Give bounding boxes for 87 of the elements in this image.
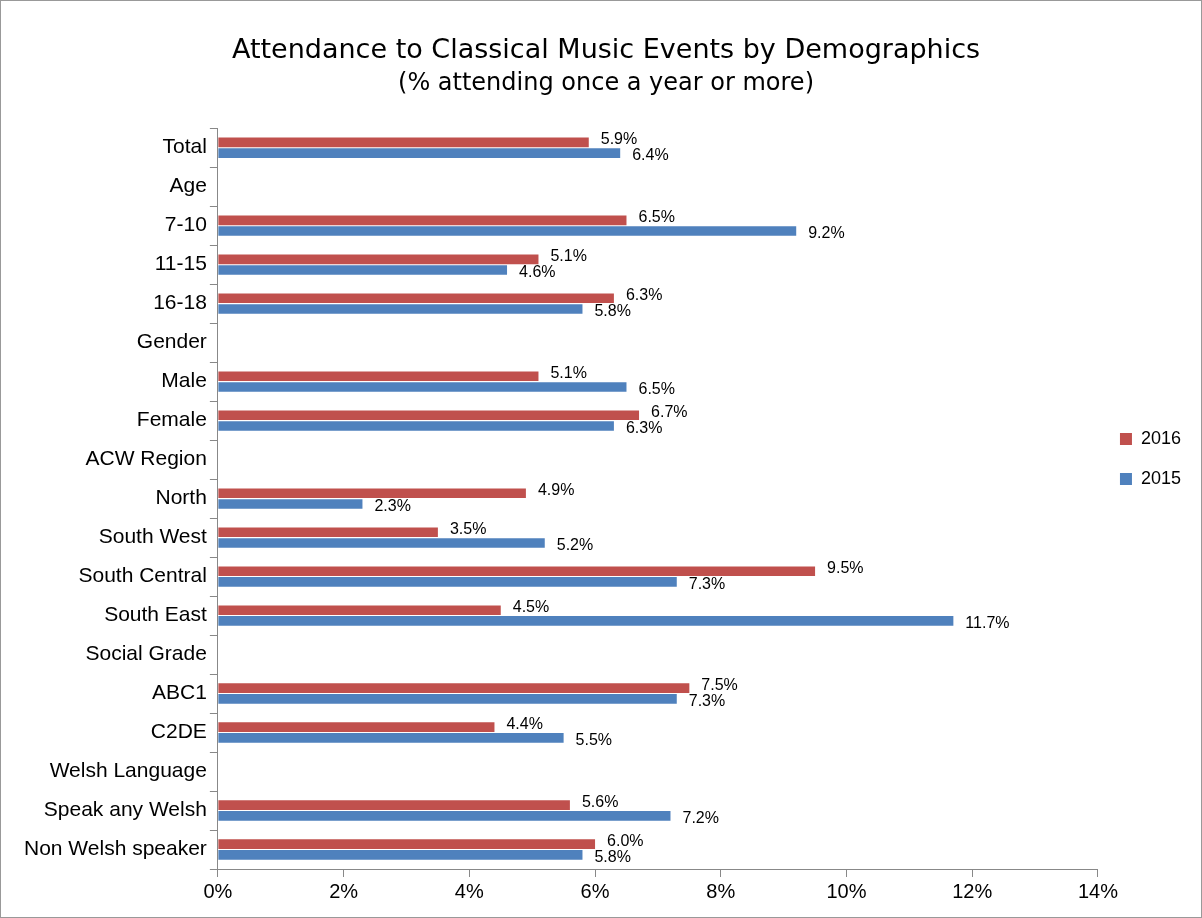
y-tick-label: South East: [104, 602, 208, 626]
data-label: 5.8%: [594, 848, 631, 866]
x-tick-label: 12%: [952, 879, 993, 902]
bar: [218, 566, 816, 577]
data-label: 5.5%: [575, 731, 613, 749]
bar: [218, 254, 539, 265]
bar: [218, 421, 614, 431]
data-label: 4.9%: [537, 480, 575, 498]
x-tick-label: 10%: [826, 879, 867, 902]
bar: [218, 304, 583, 314]
data-label: 5.2%: [556, 536, 594, 554]
bar: [218, 538, 545, 548]
bar: [218, 215, 627, 226]
x-tick-label: 2%: [329, 879, 359, 902]
bar: [218, 293, 614, 304]
data-label: 9.2%: [808, 224, 845, 242]
data-label: 7.3%: [688, 575, 726, 593]
y-tick-label: 7-10: [164, 212, 207, 236]
data-label: 6.7%: [651, 402, 688, 420]
y-tick-label: Gender: [136, 329, 207, 353]
data-label: 5.6%: [581, 792, 619, 810]
data-label: 4.6%: [519, 263, 556, 281]
chart-subtitle: (% attending once a year or more): [398, 68, 814, 97]
bar: [218, 616, 954, 626]
bar: [218, 683, 690, 694]
data-label: 6.3%: [625, 419, 663, 437]
y-tick-label: C2DE: [150, 719, 207, 743]
y-tick-label: Non Welsh speaker: [23, 836, 207, 860]
y-tick-label: North: [155, 485, 207, 509]
data-label: 6.4%: [632, 146, 669, 164]
y-tick-label: South Central: [78, 563, 207, 587]
bar: [218, 265, 508, 275]
y-tick-label: South West: [98, 524, 208, 548]
bar: [218, 577, 677, 587]
data-label: 5.1%: [550, 246, 587, 264]
data-label: 5.8%: [594, 302, 631, 320]
bar: [218, 839, 596, 849]
data-label: 11.7%: [965, 614, 1010, 632]
y-tick-label: Social Grade: [85, 641, 207, 665]
data-label: 7.5%: [701, 675, 738, 693]
bar: [218, 499, 363, 509]
bar: [218, 382, 627, 392]
y-tick-label: 16-18: [153, 290, 207, 314]
y-tick-label: ACW Region: [85, 446, 207, 470]
y-tick-label: 11-15: [154, 251, 207, 275]
data-label: 7.3%: [688, 692, 726, 710]
x-tick-label: 4%: [454, 879, 484, 902]
bar: [218, 488, 526, 499]
x-tick-label: 0%: [203, 879, 233, 902]
y-tick-label: Welsh Language: [49, 758, 207, 782]
bar: [218, 722, 495, 732]
data-label: 9.5%: [827, 558, 864, 576]
data-label: 4.4%: [506, 714, 543, 732]
bar: [218, 410, 640, 421]
x-tick-label: 6%: [580, 879, 610, 902]
y-tick-label: Speak any Welsh: [43, 797, 207, 821]
chart-title: Attendance to Classical Music Events by Demographics: [231, 33, 981, 65]
y-tick-label: Female: [136, 407, 207, 431]
bar: [218, 694, 677, 704]
legend-label: 2015: [1140, 467, 1181, 488]
bar: [218, 811, 671, 821]
bar: [218, 800, 570, 810]
y-tick-label: Male: [161, 368, 207, 392]
bar: [218, 137, 589, 148]
data-label: 4.5%: [512, 597, 550, 615]
bar: [218, 850, 583, 860]
x-tick-label: 8%: [706, 879, 736, 902]
bar: [218, 605, 501, 616]
bar: [218, 371, 539, 382]
data-label: 7.2%: [682, 809, 719, 827]
data-label: 6.3%: [625, 285, 663, 303]
y-tick-label: Total: [162, 134, 207, 158]
bar: [218, 527, 438, 538]
data-label: 6.0%: [607, 831, 644, 849]
data-label: 5.1%: [550, 363, 587, 381]
bar: [218, 733, 564, 743]
data-label: 3.5%: [449, 519, 487, 537]
data-label: 5.9%: [600, 129, 638, 147]
bar: [218, 148, 621, 158]
x-tick-label: 14%: [1077, 879, 1119, 902]
data-label: 2.3%: [374, 497, 411, 515]
bar: [218, 226, 797, 236]
y-tick-label: Age: [169, 173, 207, 197]
legend-label: 2016: [1140, 427, 1181, 448]
y-tick-label: ABC1: [152, 680, 207, 704]
data-label: 6.5%: [638, 380, 675, 398]
data-label: 6.5%: [638, 207, 675, 225]
